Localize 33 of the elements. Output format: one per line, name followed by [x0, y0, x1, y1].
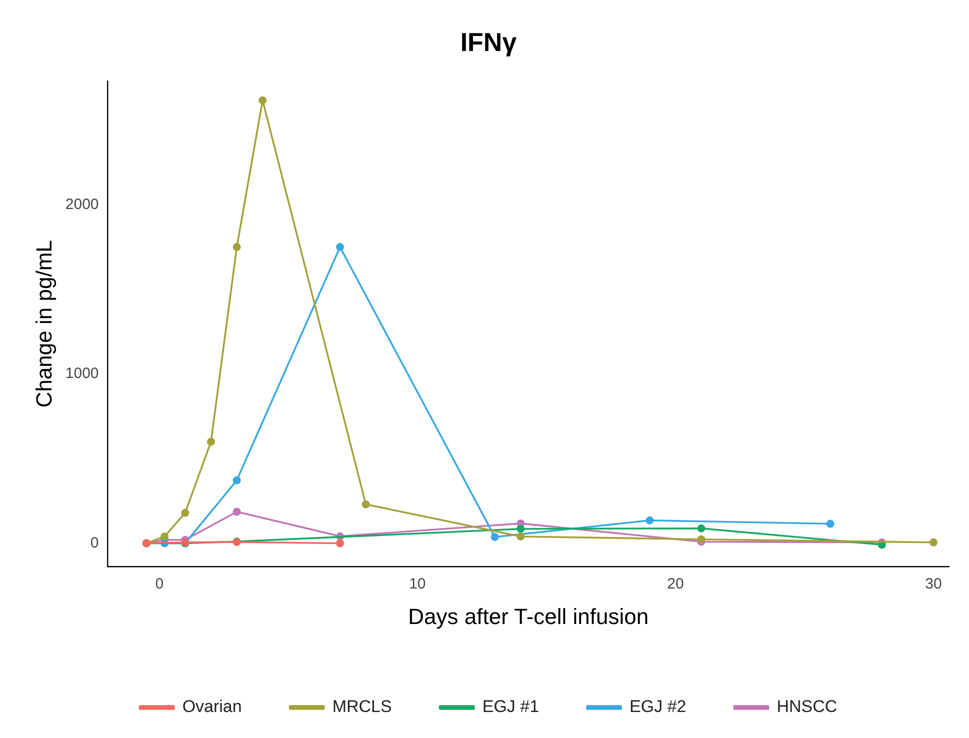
- point: [336, 539, 344, 548]
- point: [206, 438, 215, 446]
- x-tick-label: 10: [409, 576, 426, 593]
- point: [181, 508, 190, 517]
- chart-title: IFNγ: [460, 26, 518, 57]
- point: [826, 520, 834, 528]
- point: [697, 524, 706, 532]
- legend-label: HNSCC: [776, 697, 838, 716]
- x-tick-label: 20: [667, 576, 684, 593]
- point: [362, 500, 370, 508]
- legend-label: EGJ #1: [482, 697, 540, 716]
- x-tick-label: 30: [925, 576, 942, 593]
- point: [697, 535, 706, 544]
- y-tick-label: 1000: [65, 365, 99, 382]
- point: [646, 516, 654, 524]
- point: [160, 532, 169, 540]
- x-tick-label: 0: [155, 576, 164, 593]
- point: [232, 476, 241, 484]
- point: [232, 243, 241, 252]
- legend-label: EGJ #2: [630, 697, 686, 716]
- point: [336, 243, 344, 252]
- y-tick-label: 2000: [65, 196, 99, 213]
- y-axis-title: Change in pg/mL: [31, 240, 56, 408]
- point: [930, 538, 938, 546]
- y-tick-label: 0: [90, 534, 99, 552]
- x-axis-title: Days after T-cell infusion: [408, 604, 649, 629]
- point: [516, 532, 525, 540]
- point: [258, 96, 267, 104]
- point: [516, 524, 525, 533]
- legend-label: MRCLS: [332, 697, 392, 716]
- point: [490, 532, 499, 541]
- legend-label: Ovarian: [182, 697, 242, 716]
- point: [232, 508, 241, 516]
